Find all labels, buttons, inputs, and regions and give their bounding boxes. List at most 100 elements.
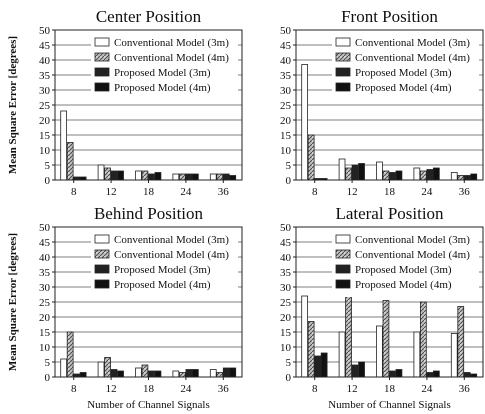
bar <box>135 367 142 378</box>
x-tick-label: 12 <box>347 186 358 198</box>
bar <box>320 352 328 378</box>
bar <box>419 170 427 181</box>
bar <box>426 372 434 378</box>
y-tick-label: 20 <box>39 312 51 324</box>
plot-frame <box>295 226 484 378</box>
bar <box>148 370 155 378</box>
bar <box>426 169 434 181</box>
bar <box>110 369 118 378</box>
bar <box>229 367 237 378</box>
y-tick-label: 40 <box>39 252 51 264</box>
bar <box>376 325 383 378</box>
bar <box>60 110 68 181</box>
y-tick-label: 25 <box>39 100 51 112</box>
bar <box>389 370 396 378</box>
bar <box>432 167 440 181</box>
x-tick-label: 8 <box>71 186 77 198</box>
legend-label: Conventional Model (4m) <box>114 52 229 64</box>
bar <box>104 167 111 181</box>
y-tick-label: 15 <box>280 327 292 339</box>
x-tick-label: 8 <box>312 383 318 395</box>
bar <box>97 361 105 378</box>
y-tick-label: 10 <box>280 145 292 157</box>
bar <box>110 170 118 181</box>
bar <box>141 364 149 378</box>
bar <box>432 370 440 378</box>
bar <box>117 370 124 378</box>
bar <box>222 173 230 181</box>
y-tick-label: 30 <box>280 282 292 294</box>
bar <box>141 170 149 181</box>
legend-label: Proposed Model (3m) <box>355 67 452 79</box>
y-tick-label: 50 <box>39 25 51 37</box>
bar <box>413 331 421 378</box>
bar <box>216 173 224 181</box>
legend-label: Proposed Model (3m) <box>114 264 211 276</box>
y-tick-label: 5 <box>45 160 51 172</box>
y-tick-label: 45 <box>280 237 292 249</box>
x-tick-label: 24 <box>180 383 192 395</box>
legend-label: Conventional Model (3m) <box>114 234 229 246</box>
bar <box>463 372 471 378</box>
bar <box>457 306 465 378</box>
bar <box>209 173 217 181</box>
bar <box>345 295 352 378</box>
y-tick-label: 30 <box>39 85 51 97</box>
plot-frame <box>295 29 484 181</box>
bar <box>470 173 478 181</box>
x-tick-label: 24 <box>421 383 433 395</box>
y-tick-label: 50 <box>280 25 292 37</box>
bar <box>79 372 87 378</box>
bar <box>307 321 315 378</box>
legend-swatch <box>335 234 351 244</box>
bar <box>66 142 74 181</box>
bar <box>450 172 458 181</box>
bar <box>185 173 193 181</box>
bar <box>104 357 111 378</box>
legend-swatch <box>335 82 351 92</box>
bar <box>178 173 186 181</box>
x-tick-label: 36 <box>218 383 230 395</box>
bar <box>358 163 365 181</box>
bar <box>154 172 162 181</box>
y-axis-label: Mean Square Error [degrees] <box>7 233 19 371</box>
y-tick-label: 45 <box>39 237 51 249</box>
y-tick-label: 10 <box>39 342 51 354</box>
y-tick-label: 20 <box>280 312 292 324</box>
x-tick-label: 36 <box>459 186 471 198</box>
legend-swatch <box>94 37 110 47</box>
bar <box>338 331 346 378</box>
bar <box>60 358 68 378</box>
plot-frame <box>54 226 243 378</box>
legend-label: Conventional Model (4m) <box>355 52 470 64</box>
x-tick-label: 36 <box>218 186 230 198</box>
x-tick-label: 24 <box>180 186 192 198</box>
bar <box>135 170 142 181</box>
x-tick-label: 24 <box>421 186 433 198</box>
legend-label: Proposed Model (4m) <box>114 82 211 94</box>
x-tick-label: 36 <box>459 383 471 395</box>
legend-swatch <box>335 249 351 259</box>
x-axis-label: Number of Channel Signals <box>328 399 451 411</box>
y-tick-label: 0 <box>286 175 292 187</box>
y-tick-label: 0 <box>286 372 292 384</box>
y-tick-label: 10 <box>280 342 292 354</box>
legend-swatch <box>335 37 351 47</box>
bar <box>154 370 162 378</box>
bar <box>178 372 186 378</box>
y-tick-label: 0 <box>45 372 51 384</box>
bar <box>229 175 237 181</box>
legend-background <box>91 231 238 297</box>
y-tick-label: 25 <box>39 297 51 309</box>
bar <box>338 158 346 181</box>
bar <box>191 173 199 181</box>
legend-background <box>332 231 479 297</box>
x-axis-label: Number of Channel Signals <box>87 399 210 411</box>
bar <box>209 369 217 378</box>
bar <box>117 170 124 181</box>
y-tick-label: 45 <box>39 40 51 52</box>
bar <box>222 367 230 378</box>
bar <box>97 164 105 181</box>
legend: Conventional Model (3m) Conventional Mode… <box>91 34 238 100</box>
